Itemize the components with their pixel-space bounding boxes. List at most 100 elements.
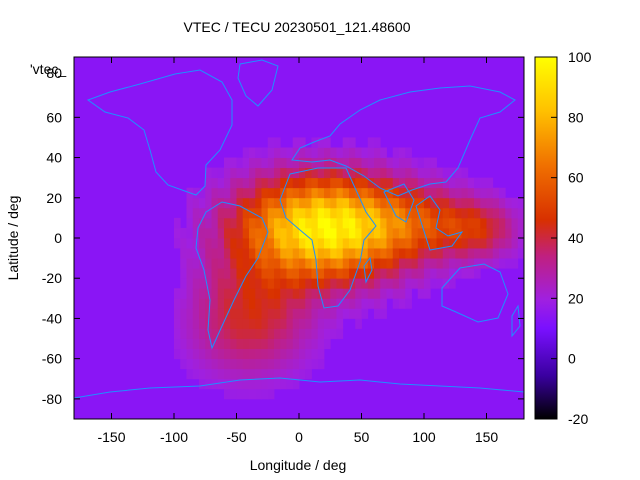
heatmap-cell [305,157,312,169]
heatmap-cell [236,308,244,319]
heatmap-cell [361,278,369,289]
heatmap-cell [399,288,406,299]
heatmap-cell [274,308,281,319]
x-tick-label: -50 [226,429,246,445]
heatmap-cell [361,298,369,309]
heatmap-cell [317,278,325,289]
heatmap-cell [224,167,231,179]
heatmap-cell [242,187,250,199]
heatmap-cell [367,147,375,158]
x-axis-ticks: -150 -100 -50 0 50 100 150 [97,57,498,445]
heatmap-cell [480,248,487,259]
series-key-label: 'vtec_ [30,61,66,77]
heatmap-cell [261,388,269,400]
heatmap-cell [217,238,225,249]
heatmap-cell [242,348,250,360]
heatmap-cell [242,378,250,390]
heatmap-cell [430,187,437,199]
heatmap-cell [217,217,225,229]
heatmap-cell [311,197,319,209]
heatmap-cell [442,258,450,269]
heatmap-cell [249,197,256,209]
heatmap-cell [305,197,312,209]
heatmap-cell [217,318,225,329]
heatmap-cell [311,217,319,229]
heatmap-cell [324,318,331,329]
heatmap-cell [349,137,356,148]
heatmap-cell [499,227,506,239]
heatmap-cell [317,238,325,249]
y-tick-label: -80 [42,391,62,407]
heatmap-cell [280,298,287,309]
heatmap-cell [361,207,369,219]
heatmap-cell [417,288,425,299]
x-tick-label: -150 [97,429,125,445]
heatmap-cell [492,238,500,249]
coast-se-asia [415,195,464,251]
heatmap-cell [180,348,187,360]
heatmap-cell [255,328,262,339]
heatmap-cell [199,217,206,229]
heatmap-cell [505,197,512,209]
heatmap-cell [355,268,362,279]
heatmap-cell [280,268,287,279]
heatmap-cell [236,318,244,329]
heatmap-cell [199,328,206,339]
heatmap-cell [211,268,219,279]
heatmap-cell [324,298,331,309]
heatmap-cell [236,348,244,360]
heatmap-cell [455,258,462,269]
heatmap-cell [330,268,337,279]
heatmap-cell [442,177,450,189]
heatmap-cell [336,238,344,249]
heatmap-cell [280,358,287,370]
y-tick-label-top: 80 [46,65,62,81]
heatmap-cell [392,268,400,279]
heatmap-cell [449,258,456,269]
heatmap-cell [230,157,237,169]
heatmap-cell [186,207,194,219]
heatmap-cell [305,207,312,219]
heatmap-cell [292,197,300,209]
heatmap-cell [286,368,294,380]
heatmap-cell [299,147,306,158]
heatmap-cell [236,298,244,309]
heatmap-cell [199,238,206,249]
heatmap-cell [461,187,469,199]
heatmap-cell [261,217,269,229]
heatmap-cell [317,217,325,229]
heatmap-cell [274,207,281,219]
heatmap-cell [480,258,487,269]
heatmap-cell [474,197,481,209]
heatmap-cell [292,227,300,239]
heatmap-cell [299,308,306,319]
heatmap-cell [324,197,331,209]
heatmap-cell [317,187,325,199]
heatmap-cell [174,328,181,339]
heatmap-cell [342,238,350,249]
heatmap-cell [211,187,219,199]
heatmap-cell [367,238,375,249]
heatmap-cell [399,177,406,189]
heatmap-cell [286,227,294,239]
heatmap-cell [261,338,269,350]
heatmap-cell [280,217,287,229]
heatmap-cell [474,268,481,279]
heatmap-cell [311,358,319,370]
heatmap-cell [317,167,325,179]
heatmap-cell [386,207,394,219]
heatmap-cell [199,368,206,380]
heatmap-cell [499,207,506,219]
heatmap-cell [274,147,281,158]
coast-india [383,183,415,223]
heatmap-cell [255,197,262,209]
heatmap-cell [517,207,524,219]
heatmap-cell [299,328,306,339]
heatmap-cell [455,197,462,209]
heatmap-cell [405,147,412,158]
heatmap-cell [286,157,294,169]
heatmap-cell [355,177,362,189]
heatmap-cell [205,258,212,269]
heatmap-cell [286,298,294,309]
heatmap-cell [367,187,375,199]
